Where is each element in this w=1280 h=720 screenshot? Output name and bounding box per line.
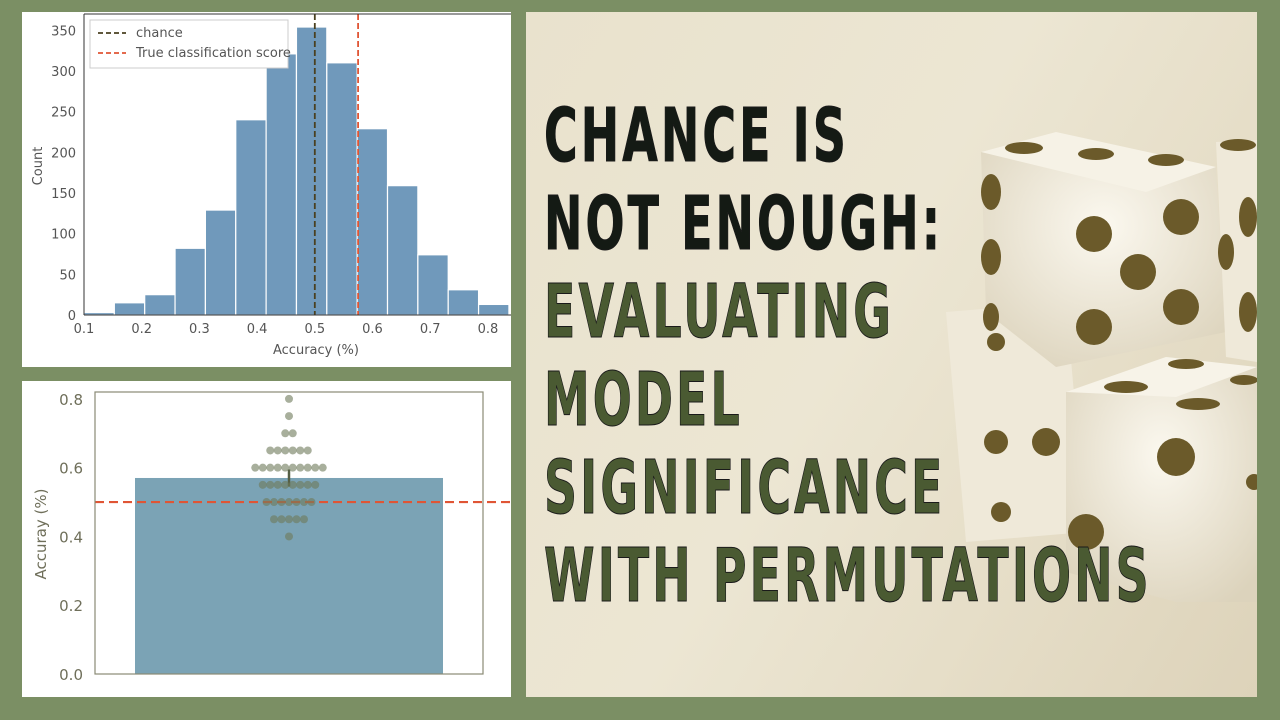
histogram-bar [356, 128, 389, 316]
histogram-bar [204, 209, 237, 316]
histogram-panel: 0.1 0.2 0.3 0.4 0.5 0.6 0.7 0.8 0 50 100 150 200 250 3… [22, 12, 511, 367]
histogram-bar [113, 302, 146, 316]
dice-image [946, 132, 1257, 602]
title-line: WITH PERMUTATIONS [544, 533, 1152, 620]
swarm-point [277, 515, 286, 524]
y-tick-label: 0 [68, 309, 76, 324]
swarm-point [262, 498, 271, 507]
swarm-point [296, 463, 305, 472]
x-tick-label: 0.1 [74, 322, 95, 337]
histogram-bar [447, 289, 480, 316]
swarm-point [311, 480, 320, 489]
swarm-point [288, 429, 297, 438]
swarm-point [273, 463, 282, 472]
swarm-point [303, 446, 312, 455]
swarm-point [266, 480, 275, 489]
swarm-point [288, 480, 297, 489]
histogram-bar [417, 254, 449, 316]
y-tick-label: 150 [51, 187, 76, 202]
swarm-point [285, 394, 293, 403]
histogram-bar [235, 119, 267, 316]
swarm-point [285, 498, 293, 507]
swarm-point [288, 446, 297, 455]
x-tick-label: 0.8 [478, 322, 499, 337]
histogram-bar [386, 185, 419, 316]
y-tick-label: 100 [51, 228, 76, 243]
histogram-bar [326, 62, 358, 316]
swarm-point [277, 498, 286, 507]
y-tick-label: 350 [51, 24, 76, 39]
legend: chance True classification score [89, 19, 291, 69]
title-line: CHANCE IS [544, 93, 849, 180]
swarm-point [303, 463, 312, 472]
swarm-point [285, 532, 293, 541]
x-tick-label: 0.4 [247, 322, 268, 337]
plot-frame [94, 391, 484, 675]
x-axis-label: Accuracy (%) [273, 343, 359, 358]
histogram-bar [174, 247, 207, 316]
legend-score-label: True classification score [135, 46, 291, 61]
swarm-point [300, 515, 308, 524]
y-tick-label: 250 [51, 106, 76, 121]
swarm-point [273, 480, 282, 489]
accuracy-bar-chart: 0.0 0.2 0.4 0.6 0.8 Accuray (%) [32, 391, 511, 684]
histogram-bar [144, 294, 176, 316]
swarm-point [281, 463, 290, 472]
die-front [1032, 357, 1257, 602]
swarm-point [281, 446, 290, 455]
swarm-point [270, 515, 278, 524]
swarm-point [296, 480, 305, 489]
die-top [981, 132, 1226, 367]
y-tick-label: 0.0 [59, 666, 83, 684]
swarm-point [288, 463, 297, 472]
swarm-point [285, 412, 293, 421]
y-tick-label: 0.8 [59, 391, 83, 409]
title-line: NOT ENOUGH: [544, 181, 944, 268]
y-axis-label-2: Accuray (%) [32, 489, 50, 580]
swarm-point [318, 463, 327, 472]
y-axis-label: Count [31, 147, 46, 186]
swarm-point [307, 498, 316, 507]
legend-chance-label: chance [136, 26, 183, 41]
swarm-point [296, 446, 305, 455]
x-tick-label: 0.7 [420, 322, 441, 337]
x-tick-label: 0.6 [362, 322, 383, 337]
y-tick-label: 200 [51, 146, 76, 161]
y-tick-label: 300 [51, 65, 76, 80]
swarm-point [285, 515, 293, 524]
swarm-point [281, 480, 290, 489]
bar-chart-panel: 0.0 0.2 0.4 0.6 0.8 Accuray (%) [22, 381, 511, 697]
y-tick-label: 50 [59, 268, 76, 283]
histogram-bar [265, 53, 298, 316]
histogram-chart: 0.1 0.2 0.3 0.4 0.5 0.6 0.7 0.8 0 50 100 150 200 250 3… [31, 13, 511, 358]
title-line: EVALUATING [544, 269, 895, 356]
swarm-point [270, 498, 278, 507]
x-tick-label: 0.5 [304, 322, 325, 337]
y-tick-label: 0.4 [59, 528, 83, 546]
die-right [1216, 139, 1257, 362]
swarm-point [303, 480, 312, 489]
swarm-point [292, 515, 301, 524]
swarm-point [258, 480, 267, 489]
swarm-point [266, 463, 275, 472]
x-tick-label: 0.2 [131, 322, 152, 337]
y-tick-label: 0.6 [59, 460, 83, 478]
swarm-point [292, 498, 301, 507]
swarm-point [311, 463, 320, 472]
histogram-bar [477, 303, 510, 316]
mean-accuracy-bar [135, 477, 443, 674]
swarm-point [281, 429, 290, 438]
y-tick-label: 0.2 [59, 597, 83, 615]
x-tick-label: 0.3 [189, 322, 210, 337]
swarm-point [300, 498, 308, 507]
title-panel: CHANCE IS NOT ENOUGH: EVALUATING MODEL SIGNI… [526, 12, 1257, 697]
title-line: SIGNIFICANCE [544, 445, 946, 532]
swarm-point [251, 463, 260, 472]
histogram-bar [295, 26, 328, 316]
swarm-point [273, 446, 282, 455]
title-line: MODEL [544, 357, 743, 444]
swarm-point [266, 446, 275, 455]
swarm-point [258, 463, 267, 472]
